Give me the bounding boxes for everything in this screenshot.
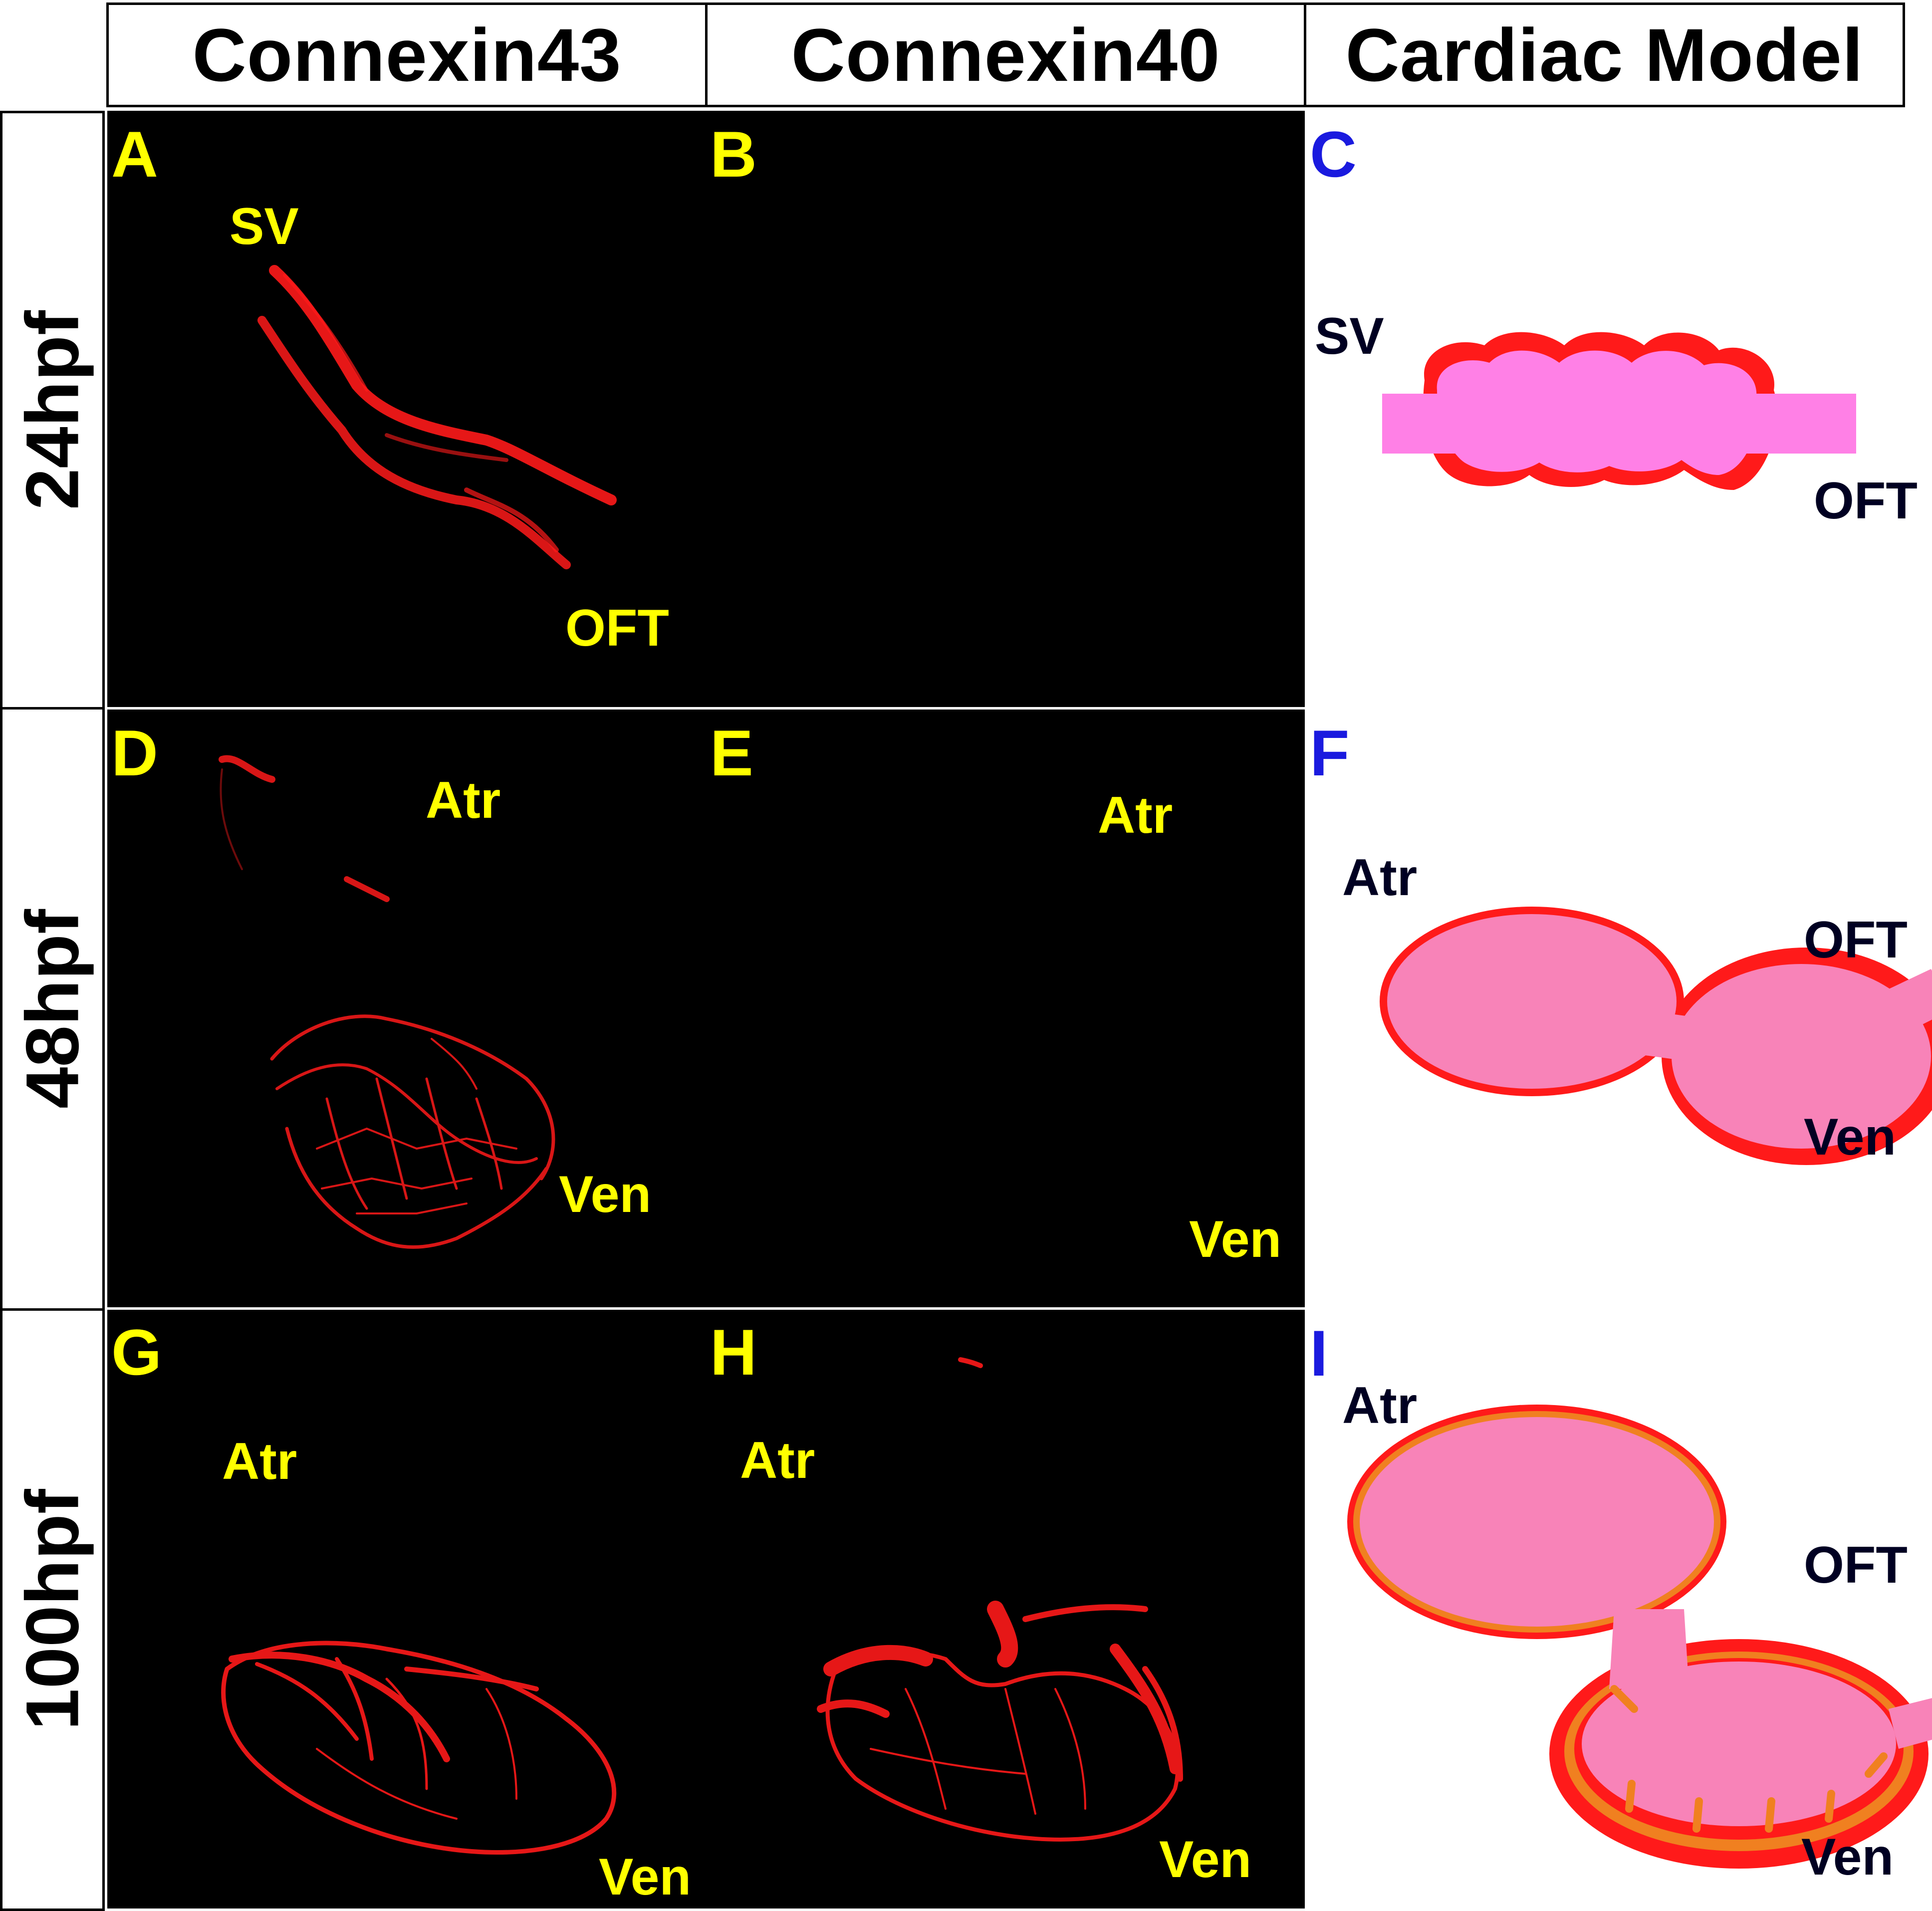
panel-d-label-atr: Atr [426,771,501,829]
panel-i-mature-heart-diagram [1347,1405,1932,1869]
header-connexin40: Connexin40 [705,2,1306,107]
header-connexin43: Connexin43 [106,2,708,107]
panel-d-connexin43-48hpf: D Atr Ven [107,710,706,1307]
panel-b-letter: B [710,118,757,191]
panel-b-connexin40-24hpf: B [706,111,1305,707]
panel-a-label-oft: OFT [565,599,669,657]
header-cardiac-model: Cardiac Model [1304,2,1905,107]
panel-e-label-atr: Atr [1098,786,1173,844]
panel-f-av-canal [1634,1009,1744,1069]
panel-g-letter: G [111,1316,162,1389]
panel-i-outflow-tract [1889,1698,1932,1749]
row-label-48hpf: 48hpf [0,707,105,1311]
panel-h-label-atr: Atr [740,1432,815,1489]
panel-d-stain [219,755,555,1249]
panel-f-label-atr: Atr [1342,849,1418,907]
row-label-24hpf-text: 24hpf [10,310,94,510]
panel-c-cardiac-model-24hpf: C SV OFT [1305,111,1932,707]
panel-f-atrium-lumen [1387,914,1677,1089]
panel-d-letter: D [111,717,158,789]
panel-i-label-ven: Ven [1801,1828,1894,1886]
panel-f-outflow-tract [1884,969,1932,1034]
row-label-48hpf-text: 48hpf [10,909,94,1109]
panel-i-label-oft: OFT [1804,1536,1908,1594]
panel-c-heart-tube-diagram [1382,332,1856,490]
panel-f-label-ven: Ven [1804,1108,1896,1166]
panel-c-label-sv: SV [1315,307,1384,365]
panel-i-atrium-lumen [1360,1417,1714,1627]
panel-a-label-sv: SV [230,198,299,255]
panel-f-looped-heart-diagram [1380,907,1932,1165]
panel-c-letter: C [1310,118,1357,191]
row-label-24hpf: 24hpf [0,111,105,710]
panel-g-label-atr: Atr [222,1433,297,1490]
panel-i-trabeculae [1610,1685,1888,1833]
row-label-100hpf-text: 100hpf [10,1489,94,1730]
panel-a-connexin43-24hpf: A SV OFT [107,111,706,707]
panel-f-cardiac-model-48hpf: F Atr OFT Ven [1305,710,1932,1307]
panel-a-letter: A [111,118,158,191]
panel-i-label-atr: Atr [1342,1377,1418,1434]
panel-e-connexin40-48hpf: E Atr Ven [706,710,1305,1307]
panel-i-av-canal [1609,1609,1689,1689]
panel-h-label-ven: Ven [1159,1831,1251,1889]
panel-f-label-oft: OFT [1804,911,1908,969]
panel-f-letter: F [1310,717,1350,789]
panel-a-stain [257,265,617,569]
panel-i-ventricle-lumen [1582,1662,1896,1826]
panel-h-letter: H [710,1316,757,1389]
panel-g-stain [221,1641,617,1855]
row-label-100hpf: 100hpf [0,1308,105,1911]
panel-d-label-ven: Ven [559,1166,651,1223]
panel-f-ventricle-lumen [1672,964,1931,1149]
panel-g-label-ven: Ven [599,1848,691,1906]
panel-e-label-ven: Ven [1189,1210,1281,1268]
panel-i-letter: I [1310,1317,1328,1390]
panel-c-heart-tube-core [1382,394,1856,454]
panel-h-connexin40-100hpf: H Atr Ven [706,1310,1305,1909]
panel-c-label-oft: OFT [1814,472,1918,530]
panel-e-letter: E [710,717,753,789]
panel-g-connexin43-100hpf: G Atr Ven [107,1310,706,1909]
panel-i-cardiac-model-100hpf: I Atr OFT Ven [1305,1310,1932,1909]
panel-h-stain [817,1357,1183,1842]
